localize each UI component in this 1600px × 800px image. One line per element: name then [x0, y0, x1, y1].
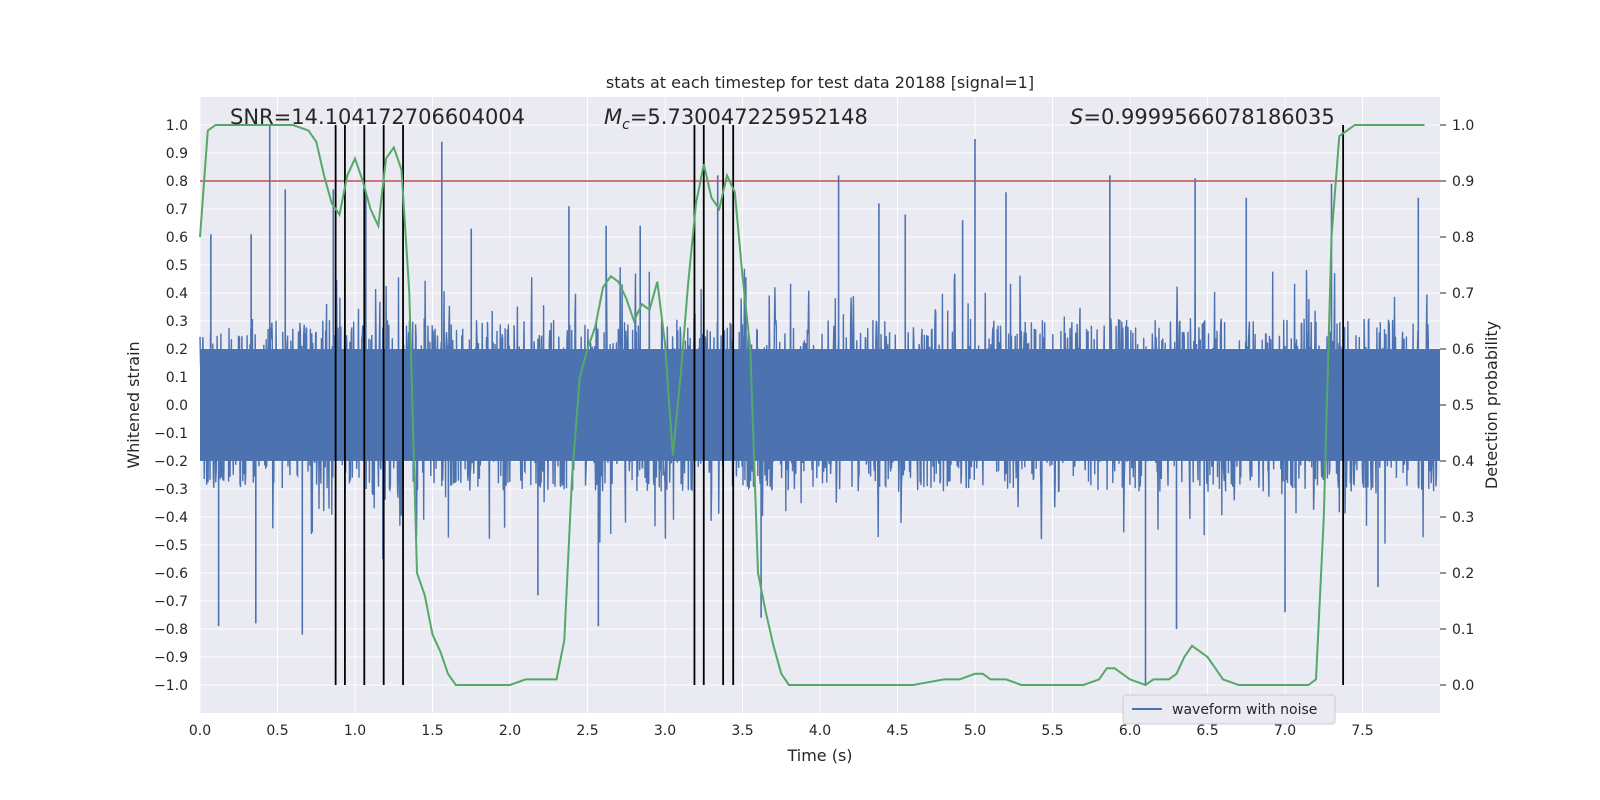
y-tick-label: 0.9	[166, 146, 188, 162]
x-tick-label: 4.5	[886, 723, 908, 739]
x-tick-label: 2.5	[576, 723, 598, 739]
x-tick-label: 2.0	[499, 723, 521, 739]
x-axis-label: Time (s)	[786, 746, 852, 765]
x-tick-label: 6.5	[1196, 723, 1218, 739]
y2-tick-label: 0.6	[1452, 342, 1474, 358]
chart-title: stats at each timestep for test data 201…	[606, 73, 1034, 92]
x-tick-label: 3.5	[731, 723, 753, 739]
legend-label-waveform: waveform with noise	[1172, 702, 1317, 718]
y2-tick-label: 1.0	[1452, 118, 1474, 134]
y-tick-label: −0.4	[154, 510, 188, 526]
y-tick-label: 0.2	[166, 342, 188, 358]
y2-tick-label: 0.2	[1452, 566, 1474, 582]
x-tick-label: 6.0	[1119, 723, 1141, 739]
x-tick-label: 5.0	[964, 723, 986, 739]
chirp-mass-subscript: c	[622, 117, 630, 133]
chirp-mass-annotation: Mc=5.730047225952148	[604, 105, 868, 133]
y2-tick-label: 0.9	[1452, 174, 1474, 190]
statistic-symbol: S	[1070, 105, 1083, 129]
x-tick-label: 1.0	[344, 723, 366, 739]
y2-tick-label: 0.0	[1452, 678, 1474, 694]
x-tick-label: 5.5	[1041, 723, 1063, 739]
y2-tick-labels: 1.0 0.9 0.8 0.7 0.6 0.5 0.4 0.3 0.2 0.1 0.0	[1440, 118, 1474, 694]
x-tick-label: 0.0	[189, 723, 211, 739]
x-tick-label: 7.5	[1351, 723, 1373, 739]
y2-tick-label: 0.8	[1452, 230, 1474, 246]
y2-tick-label: 0.7	[1452, 286, 1474, 302]
legend: waveform with noise	[1122, 694, 1336, 725]
y-tick-label: −0.2	[154, 454, 188, 470]
y-tick-label: 0.4	[166, 286, 188, 302]
chirp-mass-symbol: M	[604, 105, 622, 129]
y2-tick-label: 0.1	[1452, 622, 1474, 638]
detection-probability-line	[199, 124, 1425, 687]
y-tick-label: 0.3	[166, 314, 188, 330]
y-tick-label: −0.1	[154, 426, 188, 442]
y-tick-label: −0.3	[154, 482, 188, 498]
waveform-with-noise-series	[199, 125, 1440, 685]
x-tick-labels: 0.0 0.5 1.0 1.5 2.0 2.5 3.0 3.5 4.0 4.5 5.0 5.5 6.0 6…	[189, 723, 1374, 739]
y-tick-label: −0.6	[154, 566, 188, 582]
chirp-mass-value: =5.730047225952148	[630, 105, 868, 129]
snr-annotation: SNR=14.104172706604004	[230, 105, 525, 129]
y2-axis-label: Detection probability	[1482, 321, 1501, 489]
y2-tick-label: 0.4	[1452, 454, 1474, 470]
y2-tick-label: 0.3	[1452, 510, 1474, 526]
statistic-value: =0.9999566078186035	[1083, 105, 1334, 129]
y-tick-label: −0.8	[154, 622, 188, 638]
y-tick-label: 0.1	[166, 370, 188, 386]
x-tick-label: 0.5	[266, 723, 288, 739]
statistic-annotation: S=0.9999566078186035	[1070, 105, 1335, 129]
y-tick-label: −0.5	[154, 538, 188, 554]
y-tick-label: −0.7	[154, 594, 188, 610]
y-tick-label: 1.0	[166, 118, 188, 134]
y-tick-label: −1.0	[154, 678, 188, 694]
y2-tick-label: 0.5	[1452, 398, 1474, 414]
y-tick-label: 0.0	[166, 398, 188, 414]
x-tick-label: 4.0	[809, 723, 831, 739]
y-tick-label: −0.9	[154, 650, 188, 666]
x-tick-label: 7.0	[1274, 723, 1296, 739]
y-tick-label: 0.7	[166, 202, 188, 218]
legend-box	[1122, 694, 1336, 725]
y-axis-label: Whitened strain	[124, 341, 143, 468]
x-tick-label: 1.5	[421, 723, 443, 739]
detection-probability-series	[199, 124, 1425, 687]
x-tick-label: 3.0	[654, 723, 676, 739]
waveform-dense-band	[200, 349, 1440, 461]
y-tick-label: 0.8	[166, 174, 188, 190]
y-tick-label: 0.5	[166, 258, 188, 274]
y-tick-label: 0.6	[166, 230, 188, 246]
y-tick-labels: 1.0 0.9 0.8 0.7 0.6 0.5 0.4 0.3 0.2 0.1 0.0 −0.1 −0.…	[154, 118, 188, 694]
